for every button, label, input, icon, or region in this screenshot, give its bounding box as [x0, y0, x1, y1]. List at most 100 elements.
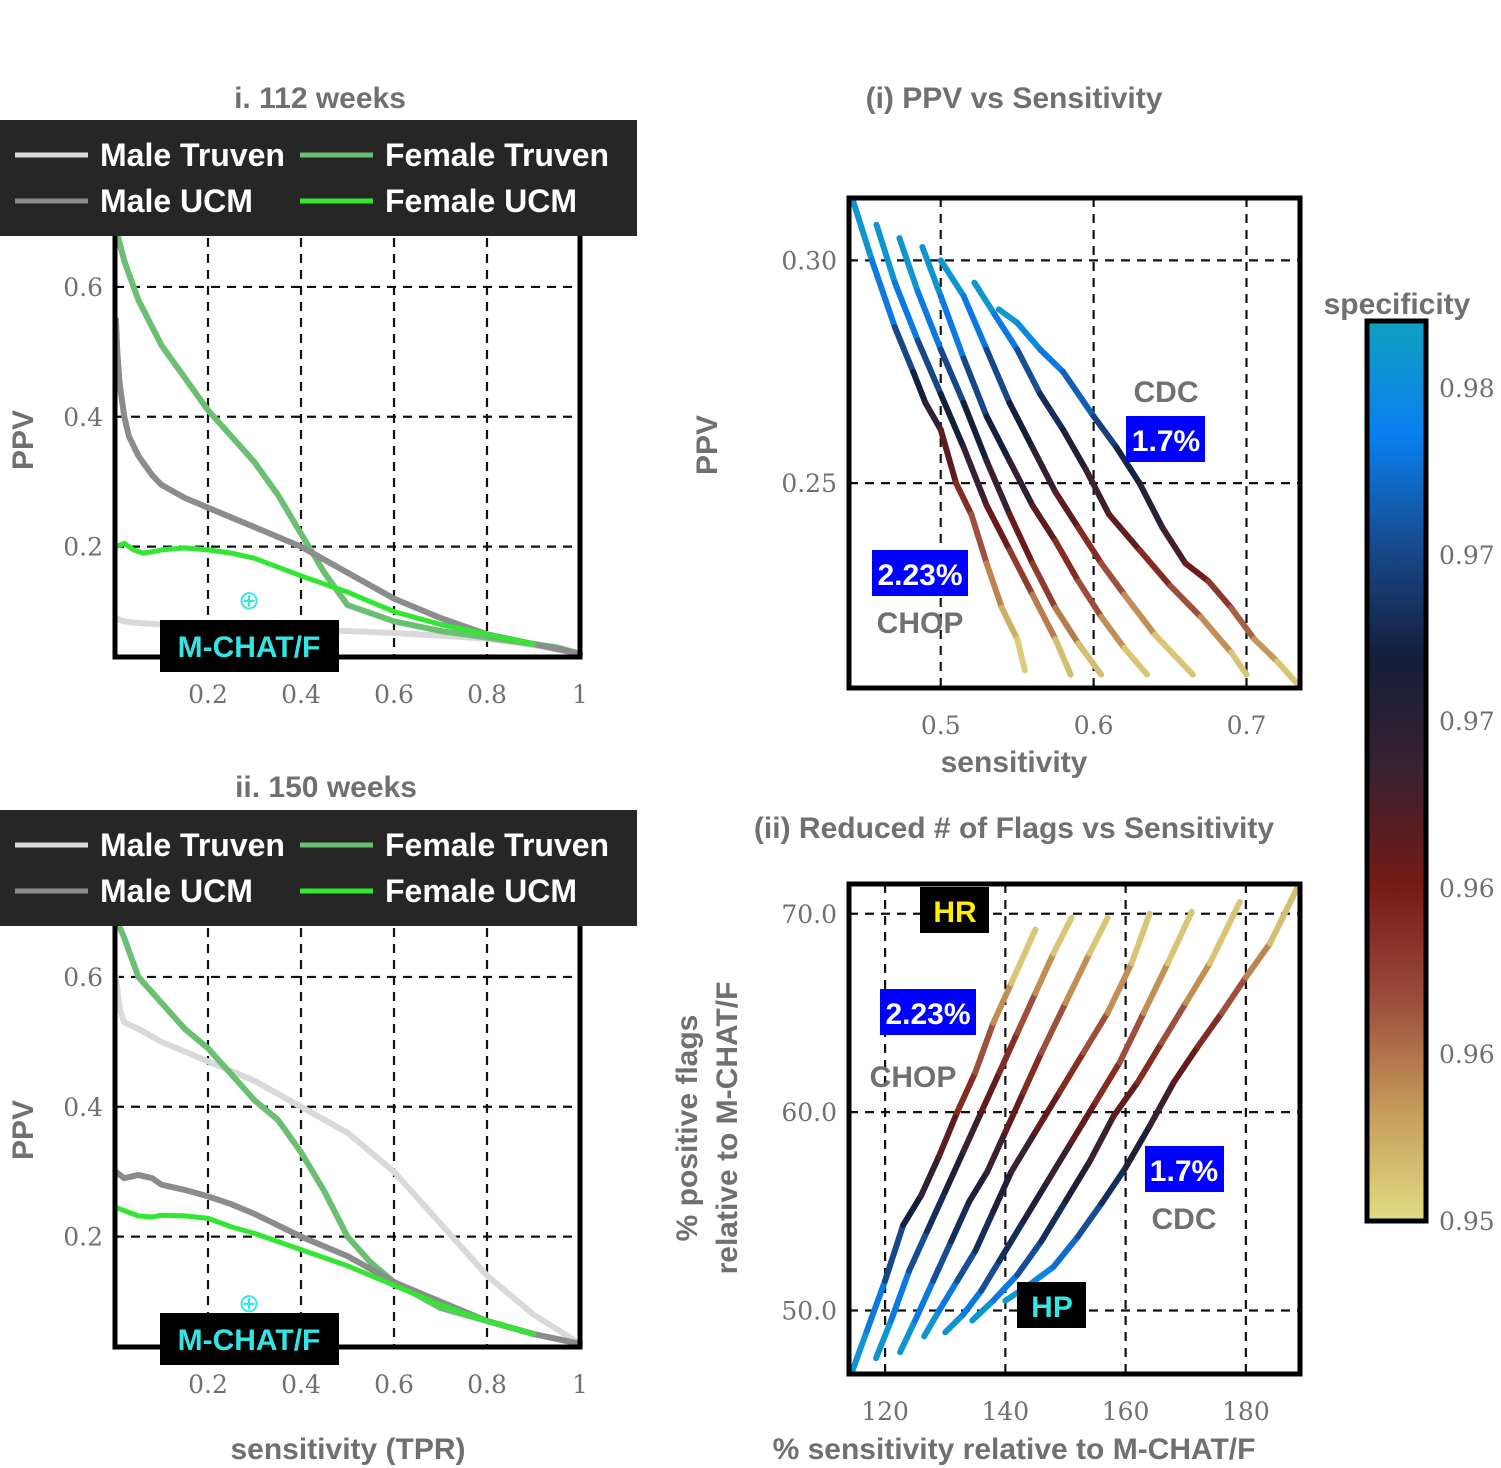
curve-segment — [991, 310, 1021, 353]
specificity-curve-5 — [942, 908, 1195, 1336]
curve-segment — [960, 293, 990, 353]
y-tick-label: 0.30 — [781, 246, 837, 275]
curve-segment — [1098, 1164, 1129, 1207]
x-tick-label: 160 — [1102, 1397, 1150, 1426]
curve-segment — [954, 1248, 979, 1284]
panel-iv-ticks: 120 140 160 180 50.0 60.0 70.0 — [781, 900, 1269, 1426]
panel-iv-ylabel-line1: % positive flags — [671, 1015, 704, 1242]
specificity-curve-6 — [969, 898, 1243, 1324]
panel-iv-hp-label: HP — [1031, 1291, 1073, 1324]
curve-segment — [937, 257, 967, 299]
curve-segment — [849, 1327, 871, 1376]
x-tick-label: 0.2 — [188, 1370, 228, 1399]
x-tick-label: 0.6 — [1074, 711, 1114, 740]
curve-segment — [1037, 391, 1067, 433]
curve-segment — [1060, 368, 1097, 420]
x-tick-label: 140 — [981, 1397, 1029, 1426]
curve-segment — [1128, 910, 1153, 967]
curve-segment — [896, 235, 921, 295]
curve-segment — [1194, 1009, 1225, 1050]
series-line-female-ucm — [113, 1204, 536, 1337]
curve-segment — [942, 1148, 967, 1195]
panel-ii-mchat-label: M-CHAT/F — [178, 1324, 321, 1357]
curve-segment — [873, 221, 898, 286]
curve-segment — [1121, 644, 1151, 678]
x-tick-label: 0.5 — [921, 711, 961, 740]
curve-segment — [1134, 1039, 1165, 1086]
curve-segment — [936, 1277, 961, 1314]
panel-iii-chop-percent: 2.23% — [877, 559, 962, 592]
curve-segment — [1044, 1138, 1075, 1185]
curve-segment — [921, 1307, 943, 1340]
colorbar-tick-label: 0.95 — [1439, 1207, 1495, 1236]
curve-segment — [1074, 1200, 1105, 1241]
curve-segment — [882, 1222, 907, 1284]
specificity-curve-2 — [873, 914, 1075, 1362]
specificity-curve-1 — [850, 199, 1028, 674]
curve-segment — [969, 1297, 997, 1324]
curve-segment — [1029, 591, 1059, 642]
panel-i-ylabel: PPV — [7, 410, 40, 470]
curve-segment — [1104, 960, 1135, 1016]
curve-segment — [922, 399, 944, 433]
curve-segment — [1020, 1049, 1045, 1096]
curve-segment — [1052, 489, 1082, 531]
curve-segment — [1266, 882, 1302, 947]
panel-iii-chop-label: CHOP — [877, 607, 964, 640]
curve-segment — [978, 1257, 1003, 1294]
panel-iv-hp-badge — [1017, 1282, 1086, 1328]
colorbar-tick-label: 0.97 — [1439, 707, 1495, 736]
panel-ii-mchat-marker: ⊕ — [238, 1289, 260, 1319]
curve-segment — [1038, 1198, 1069, 1245]
curve-segment — [1052, 636, 1074, 678]
panel-iii-cdc-label: CDC — [1134, 376, 1199, 409]
panel-iv-chop-badge — [880, 989, 976, 1035]
x-tick-label: 0.4 — [281, 680, 321, 709]
curve-segment — [1086, 914, 1111, 957]
curve-segment — [1158, 1000, 1189, 1046]
curve-segment — [960, 355, 990, 420]
curve-segment — [960, 444, 990, 509]
series-line-female-ucm — [113, 540, 536, 647]
panel-i-title: i. 112 weeks — [234, 82, 406, 115]
curve-segment — [1205, 578, 1235, 611]
specificity-curve-3 — [897, 914, 1111, 1356]
y-tick-label: 0.25 — [781, 469, 837, 498]
panel-iii-series — [850, 199, 1300, 687]
colorbar-ticks: 0.98 0.97 0.97 0.96 0.96 0.95 — [1439, 374, 1495, 1236]
curve-segment — [864, 1277, 889, 1334]
curve-segment — [1082, 466, 1112, 518]
curve-segment — [996, 1218, 1027, 1264]
panel-iv-title: (ii) Reduced # of Flags vs Sensitivity — [754, 812, 1274, 845]
panel-i-grid — [115, 222, 580, 657]
x-tick-label: 120 — [861, 1397, 909, 1426]
curve-segment — [1098, 560, 1128, 598]
curve-segment — [1014, 636, 1028, 674]
panel-iv-cdc-percent: 1.7% — [1150, 1155, 1218, 1188]
curve-segment — [1197, 613, 1235, 656]
panel-iii-title: (i) PPV vs Sensitivity — [866, 82, 1163, 115]
panel-iv-chop-percent: 2.23% — [885, 998, 970, 1031]
panel-ppv-vs-sensitivity: (i) PPV vs Sensitivity 0.5 0.6 0.7 0.25 0.30… — [691, 82, 1303, 779]
curve-segment — [1113, 444, 1143, 487]
curve-segment — [891, 324, 917, 375]
curve-segment — [1006, 399, 1036, 451]
y-tick-label: 0.2 — [63, 1223, 103, 1252]
panel-i-series — [112, 225, 583, 657]
curve-segment — [1167, 582, 1204, 620]
curve-segment — [971, 279, 998, 317]
panel-iv-plot-frame — [846, 881, 1303, 1377]
curve-segment — [888, 1267, 913, 1324]
colorbar-tick-label: 0.97 — [1439, 541, 1495, 570]
panel-iii-cdc-badge — [1126, 416, 1205, 462]
x-tick-label: 0.6 — [374, 680, 414, 709]
curve-segment — [1062, 950, 1093, 1007]
curve-segment — [983, 346, 1013, 406]
panel-i-mchat-label: M-CHAT/F — [178, 631, 321, 664]
specificity-curve-3 — [896, 235, 1105, 678]
curve-segment — [919, 244, 944, 299]
curve-segment — [1182, 960, 1213, 1007]
curve-segment — [1014, 990, 1039, 1036]
curve-segment — [1151, 631, 1196, 678]
